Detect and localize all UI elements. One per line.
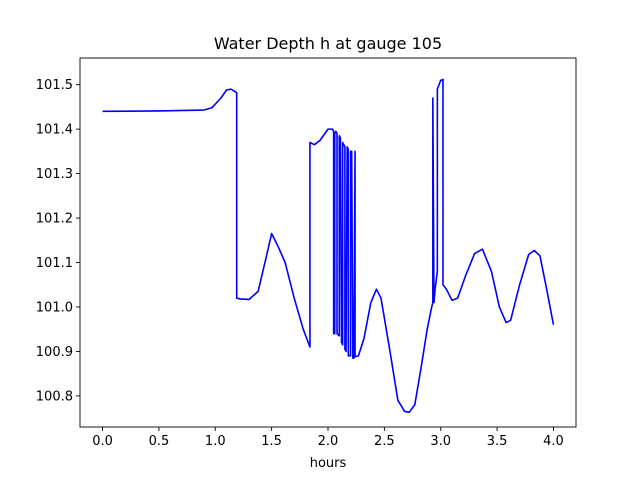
- x-axis-label: hours: [310, 456, 347, 471]
- series-line-0: [102, 78, 555, 414]
- y-tick-label: 101.5: [36, 78, 73, 93]
- x-tick-label: 3.5: [487, 434, 508, 449]
- x-tick-label: 3.0: [430, 434, 451, 449]
- y-tick-label: 100.8: [36, 389, 73, 404]
- x-tick-label: 1.0: [205, 434, 226, 449]
- x-tick-label: 0.0: [92, 434, 113, 449]
- y-tick-label: 101.2: [36, 212, 73, 227]
- x-tick-label: 1.5: [261, 434, 282, 449]
- x-tick-label: 2.0: [318, 434, 339, 449]
- x-tick-label: 2.5: [374, 434, 395, 449]
- y-tick-label: 101.1: [36, 256, 73, 271]
- y-tick-label: 101.4: [36, 123, 73, 138]
- x-tick-label: 4.0: [543, 434, 564, 449]
- axis-ticks: 0.0 0.5 1.0 1.5 2.0 2.5 3.0 3.5 4.0 100.8 100.9 101…: [36, 78, 564, 449]
- y-tick-label: 101.0: [36, 300, 73, 315]
- y-tick-label: 101.3: [36, 167, 73, 182]
- x-tick-label: 0.5: [149, 434, 170, 449]
- y-tick-label: 100.9: [36, 345, 73, 360]
- chart-title: Water Depth h at gauge 105: [214, 34, 442, 53]
